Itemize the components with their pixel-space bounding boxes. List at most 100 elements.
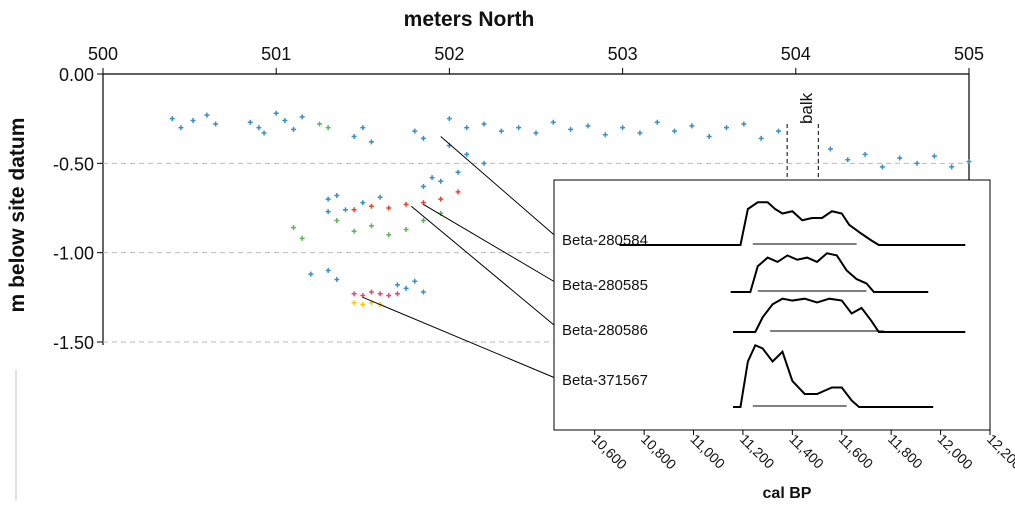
data-point <box>325 125 331 131</box>
data-point <box>368 139 374 145</box>
data-point <box>455 189 461 195</box>
inset-x-tick-label: 10,800 <box>638 431 680 473</box>
x-tick-label: 500 <box>88 44 118 64</box>
x-tick-label: 505 <box>954 44 984 64</box>
data-point <box>273 110 279 116</box>
data-point <box>282 117 288 123</box>
data-point <box>429 175 435 181</box>
data-point <box>190 117 196 123</box>
data-point <box>351 291 357 297</box>
data-point <box>481 121 487 127</box>
probability-curve <box>730 252 929 293</box>
data-point <box>516 125 522 131</box>
data-point <box>931 153 937 159</box>
leader-line <box>362 296 561 381</box>
data-point <box>420 135 426 141</box>
data-point <box>446 116 452 122</box>
balk-label: balk <box>797 92 816 124</box>
x-tick-label: 502 <box>434 44 464 64</box>
probability-curve <box>619 201 966 246</box>
data-point <box>689 123 695 129</box>
data-point <box>360 293 366 299</box>
data-point <box>533 130 539 136</box>
data-point <box>204 112 210 118</box>
data-point <box>291 126 297 132</box>
y-tick-label: -1.00 <box>53 244 94 264</box>
inset-x-tick-label: 11,400 <box>786 431 827 472</box>
data-point <box>724 125 730 131</box>
data-point <box>464 125 470 131</box>
data-point <box>360 200 366 206</box>
data-point <box>360 125 366 131</box>
data-point <box>845 157 851 163</box>
data-point <box>317 121 322 127</box>
data-point <box>741 121 747 127</box>
data-point <box>585 123 591 129</box>
data-point <box>386 232 392 238</box>
leader-line <box>440 136 561 241</box>
data-point <box>775 128 781 134</box>
x-tick-label: 503 <box>608 44 638 64</box>
data-point <box>342 207 348 213</box>
data-point <box>455 169 461 175</box>
data-point <box>966 159 972 165</box>
sample-label: Beta-371567 <box>562 372 648 389</box>
x-axis-title: meters North <box>404 8 535 31</box>
data-point <box>334 276 340 282</box>
data-point <box>403 226 409 232</box>
data-point <box>325 196 331 202</box>
data-point <box>897 155 903 161</box>
inset-x-tick-label: 12,000 <box>934 431 976 473</box>
data-point <box>178 125 184 131</box>
data-point <box>368 223 374 229</box>
data-point <box>299 114 305 120</box>
data-point <box>403 285 409 291</box>
data-point <box>299 235 305 241</box>
data-point <box>351 228 357 234</box>
data-point <box>308 271 314 277</box>
data-point <box>325 209 331 215</box>
data-point <box>949 164 955 170</box>
data-point <box>481 160 487 166</box>
x-tick-label: 504 <box>781 44 811 64</box>
data-point <box>464 151 470 157</box>
data-point <box>412 128 418 134</box>
data-point <box>438 196 444 202</box>
data-point <box>377 194 383 200</box>
data-point <box>420 200 426 206</box>
data-point <box>169 116 175 122</box>
data-point <box>368 289 374 295</box>
leader-line <box>410 205 561 331</box>
data-point <box>351 207 357 213</box>
data-point <box>879 164 885 170</box>
data-point <box>438 178 444 184</box>
data-point <box>420 184 426 190</box>
data-point <box>862 151 868 157</box>
data-point <box>637 130 643 136</box>
data-point <box>672 128 678 134</box>
probability-curve <box>733 343 934 408</box>
data-point <box>247 119 253 125</box>
y-axis-title: m below site datum <box>6 118 29 313</box>
data-point <box>394 282 400 288</box>
inset-x-tick-label: 12,200 <box>984 431 1015 473</box>
data-point <box>654 119 660 125</box>
y-tick-label: -0.50 <box>53 154 94 174</box>
data-point <box>914 160 920 166</box>
data-point <box>706 134 712 140</box>
leader-line <box>423 203 561 286</box>
sample-label: Beta-280585 <box>562 277 648 294</box>
data-point <box>602 132 608 138</box>
data-point <box>334 192 340 198</box>
data-point <box>827 146 833 152</box>
inset-x-tick-label: 11,800 <box>885 431 926 472</box>
data-point <box>620 125 626 131</box>
data-point <box>412 278 418 284</box>
data-point <box>377 291 383 297</box>
data-point <box>386 293 392 299</box>
data-point <box>261 130 267 136</box>
data-point <box>386 205 392 211</box>
data-point <box>256 125 262 131</box>
probability-curve <box>733 297 966 333</box>
